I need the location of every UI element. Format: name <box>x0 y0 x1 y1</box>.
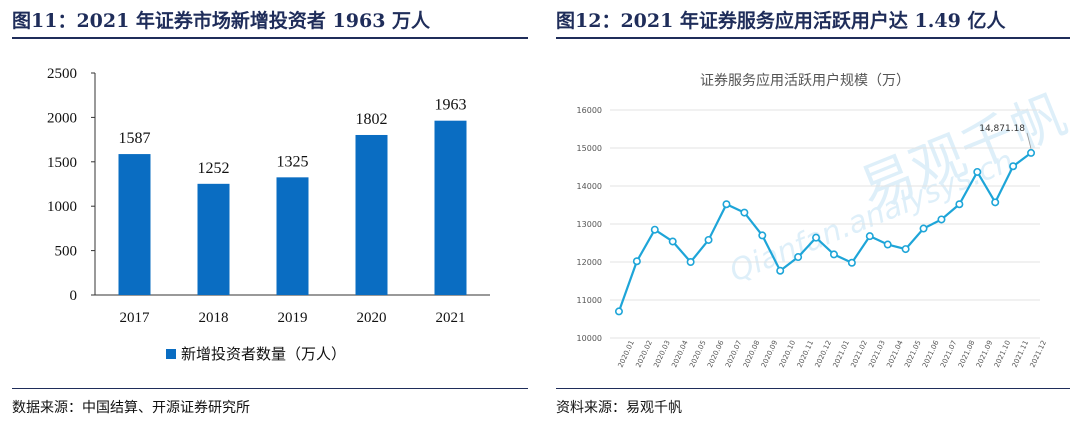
x-tick-label: 2021.01 <box>832 339 851 369</box>
data-point <box>632 257 641 266</box>
data-point <box>847 258 856 267</box>
data-point <box>722 200 731 209</box>
x-tick-label: 2020.08 <box>742 339 761 369</box>
right-source: 资料来源：易观千帆 <box>556 400 682 416</box>
x-tick-label: 2020.02 <box>634 339 653 369</box>
bar-data-label: 1802 <box>356 111 388 128</box>
y-tick-label: 14000 <box>577 182 602 191</box>
data-point <box>1009 162 1018 171</box>
x-tick-label: 2021.07 <box>939 339 958 369</box>
data-point <box>883 240 892 249</box>
bar-data-label: 1325 <box>277 153 309 170</box>
x-tick-label: 2021.09 <box>975 339 994 369</box>
y-tick-label: 2500 <box>47 66 77 82</box>
bar-data-label: 1963 <box>435 97 467 114</box>
data-point <box>686 258 695 267</box>
x-tick-label: 2021.10 <box>993 339 1012 369</box>
right-title-rule <box>556 37 1070 39</box>
y-tick-label: 13000 <box>577 220 602 229</box>
data-point <box>704 235 713 244</box>
left-source: 数据来源：中国结算、开源证券研究所 <box>12 400 250 416</box>
y-tick-label: 1500 <box>47 155 77 171</box>
y-tick-label: 11000 <box>577 296 602 305</box>
y-tick-label: 500 <box>55 244 78 260</box>
right-series: 14,871.18 <box>614 124 1036 316</box>
x-tick-label: 2020.03 <box>652 339 671 369</box>
data-point <box>865 232 874 241</box>
data-point <box>973 167 982 176</box>
bar <box>276 177 309 295</box>
x-tick-label: 2020.12 <box>814 339 833 369</box>
data-point <box>937 215 946 224</box>
data-point <box>955 200 964 209</box>
left-figure-title: 图11：2021 年证券市场新增投资者 1963 万人 <box>12 10 431 32</box>
y-tick-label: 12000 <box>577 258 602 267</box>
y-tick-label: 10000 <box>577 334 602 343</box>
right-bottom-rule <box>556 388 1070 389</box>
left-legend: 新增投资者数量（万人） <box>166 345 346 363</box>
x-tick-label: 2020.10 <box>778 339 797 369</box>
left-title-rule <box>12 37 528 39</box>
x-tick-label: 2021.03 <box>867 339 886 369</box>
y-tick-label: 2000 <box>47 110 77 126</box>
data-point <box>829 250 838 259</box>
x-tick-label: 2021.02 <box>849 339 868 369</box>
x-tick-label: 2020.11 <box>796 339 815 369</box>
data-point <box>614 307 623 316</box>
x-tick-label: 2021.08 <box>957 339 976 369</box>
y-tick-label: 0 <box>70 288 78 304</box>
x-tick-label: 2017 <box>120 310 151 326</box>
data-point <box>991 198 1000 207</box>
left-bar-chart: 0 500 1000 1500 2000 2500 1587 2017 1252 2018 132… <box>47 66 490 363</box>
x-tick-label: 2019 <box>278 310 308 326</box>
bar-data-label: 1587 <box>119 130 151 147</box>
legend-label: 新增投资者数量（万人） <box>181 345 346 363</box>
bar-data-label: 1252 <box>198 160 230 177</box>
data-point <box>740 208 749 217</box>
data-point <box>812 233 821 242</box>
last-value-annotation: 14,871.18 <box>979 124 1025 134</box>
data-point <box>668 237 677 246</box>
data-point <box>776 266 785 275</box>
bar <box>434 120 467 295</box>
y-tick-label: 1000 <box>47 199 77 215</box>
legend-swatch <box>166 349 176 359</box>
data-point <box>901 245 910 254</box>
x-tick-label: 2020.04 <box>670 339 690 369</box>
x-tick-label: 2020.09 <box>760 339 779 369</box>
x-tick-label: 2020.06 <box>706 339 726 369</box>
x-tick-label: 2021.05 <box>903 339 922 369</box>
x-tick-label: 2018 <box>199 310 229 326</box>
x-tick-label: 2020 <box>357 310 387 326</box>
annotation-leader <box>1026 132 1032 149</box>
left-bars: 1587 2017 1252 2018 1325 2019 1802 2020 1963 2021 <box>118 97 467 326</box>
x-tick-label: 2021.11 <box>1011 339 1030 369</box>
data-point <box>650 225 659 234</box>
x-tick-label: 2020.07 <box>724 339 743 369</box>
x-tick-label: 2021.12 <box>1029 339 1048 369</box>
bar <box>197 183 230 295</box>
data-point <box>919 224 928 233</box>
bar <box>118 154 151 295</box>
x-tick-label: 2021.04 <box>885 339 905 369</box>
data-point <box>758 231 767 240</box>
data-point <box>794 253 803 262</box>
x-tick-label: 2020.05 <box>688 339 707 369</box>
x-tick-label: 2021 <box>436 310 466 326</box>
series-line <box>617 152 1032 312</box>
bar <box>355 134 388 295</box>
left-bottom-rule <box>12 388 528 389</box>
x-tick-label: 2020.01 <box>617 339 636 369</box>
x-tick-label: 2021.06 <box>921 339 941 369</box>
y-tick-label: 15000 <box>577 144 602 153</box>
data-point <box>1027 148 1036 157</box>
right-line-chart: 证券服务应用活跃用户规模（万） 易观千帆 Qianfan.analysys.cn… <box>577 72 1076 369</box>
right-figure-title: 图12：2021 年证券服务应用活跃用户达 1.49 亿人 <box>556 10 1006 32</box>
right-chart-title: 证券服务应用活跃用户规模（万） <box>700 72 910 89</box>
left-axes: 0 500 1000 1500 2000 2500 <box>47 66 490 304</box>
y-tick-label: 16000 <box>577 106 602 115</box>
